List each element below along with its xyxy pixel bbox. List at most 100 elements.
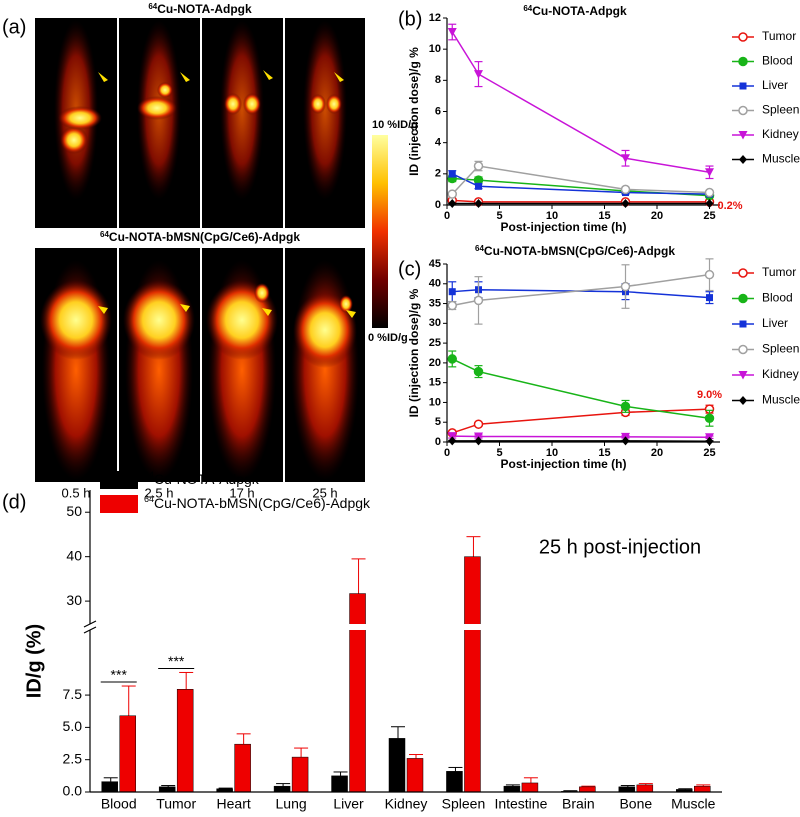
- legend-label: 64Cu-NOTA-Adpgk: [144, 470, 260, 486]
- annotation: 25 h post-injection: [539, 536, 701, 558]
- x-tick-label: 0: [444, 210, 450, 222]
- superscript: 64: [100, 230, 109, 239]
- legend-marker: [738, 268, 748, 278]
- marker: [620, 281, 631, 292]
- bar: [176, 689, 194, 793]
- marker: [448, 288, 456, 296]
- y-tick-label: 35: [429, 297, 441, 309]
- x-axis-label: Post-injection time (h): [501, 457, 627, 471]
- bar: [273, 785, 291, 793]
- y-tick-label: 0: [435, 199, 441, 211]
- bar: [234, 743, 251, 793]
- legend-marker: [739, 396, 747, 405]
- time-label: 0.5 h: [62, 485, 91, 500]
- legend-label: Liver: [762, 78, 788, 92]
- legend-marker: [739, 82, 747, 90]
- y-tick-label: 7.5: [63, 686, 83, 702]
- error-bar: [409, 754, 423, 759]
- x-tick-label: 20: [651, 210, 663, 222]
- marker: [473, 161, 484, 171]
- series-line: [451, 358, 710, 420]
- error-bar: [391, 726, 405, 739]
- x-tick-label: Kidney: [385, 796, 428, 812]
- break-mark: [83, 626, 97, 634]
- x-tick-label: 10: [546, 210, 558, 222]
- panel-label: (b): [398, 8, 422, 30]
- image-title: 64Cu-NOTA-bMSN(CpG/Ce6)-Adpgk: [100, 230, 300, 244]
- marker: [620, 184, 631, 195]
- error-bar: [448, 766, 463, 772]
- x-tick-label: Intestine: [494, 796, 547, 812]
- x-tick-label: 5: [496, 447, 502, 459]
- series-line: [452, 435, 710, 439]
- significance-label: ***: [111, 667, 128, 683]
- x-tick-label: Brain: [562, 796, 595, 812]
- y-tick-label: 2.5: [63, 750, 83, 766]
- y-tick-label: 2: [435, 168, 441, 180]
- legend-swatch: [100, 495, 138, 513]
- marker: [447, 189, 457, 199]
- time-label: 17 h: [229, 485, 254, 500]
- x-tick-label: 25: [703, 447, 715, 459]
- error-bar: [523, 777, 538, 783]
- legend-swatch: [100, 471, 138, 489]
- panel-label: (d): [2, 491, 26, 513]
- marker: [621, 154, 630, 163]
- x-tick-label: 20: [651, 447, 663, 459]
- x-tick-label: 5: [496, 210, 502, 222]
- error-bar: [236, 733, 251, 745]
- marker: [473, 295, 484, 306]
- annotation: 9.0%: [697, 389, 722, 401]
- y-axis-label: ID/g (%): [23, 624, 45, 698]
- x-axis-label: Post-injection time (h): [501, 220, 627, 234]
- image-title: 64Cu-NOTA-Adpgk: [148, 2, 252, 16]
- y-tick-label: 6: [435, 105, 441, 117]
- y-tick-label: 0: [435, 436, 441, 448]
- marker: [620, 401, 631, 412]
- bar: [406, 758, 424, 793]
- x-tick-label: Lung: [276, 796, 307, 812]
- chart-title: 64Cu-NOTA-Adpgk: [523, 4, 627, 18]
- legend-text: Cu-NOTA-bMSN(CpG/Ce6)-Adpgk: [154, 495, 371, 511]
- marker: [473, 366, 484, 377]
- x-tick-label: Spleen: [442, 796, 486, 812]
- annotation: 0.2%: [718, 200, 743, 212]
- y-tick-label: 15: [429, 377, 441, 389]
- colorbar: [372, 135, 388, 328]
- axis-break: [88, 624, 722, 630]
- y-tick-label: 45: [429, 258, 441, 270]
- marker: [621, 198, 630, 208]
- error-bar: [351, 558, 366, 594]
- legend-label: Kidney: [762, 127, 799, 141]
- y-tick-label: 8: [435, 74, 441, 86]
- x-tick-label: Blood: [101, 796, 137, 812]
- superscript: 64: [475, 244, 484, 253]
- legend-marker: [738, 131, 748, 140]
- marker: [705, 168, 714, 177]
- bar: [694, 785, 711, 793]
- x-tick-label: Heart: [217, 796, 251, 812]
- series-line: [452, 288, 710, 299]
- bar: [636, 784, 654, 793]
- bar: [331, 775, 348, 793]
- marker: [474, 436, 483, 446]
- legend-label: Spleen: [762, 103, 799, 117]
- x-tick-label: Bone: [619, 796, 652, 812]
- x-tick-label: Muscle: [671, 796, 716, 812]
- legend-label: Tumor: [762, 29, 796, 43]
- marker: [448, 170, 456, 178]
- time-label: 25 h: [312, 485, 337, 500]
- legend-marker: [739, 155, 747, 164]
- pet-images: [35, 18, 388, 482]
- series-line: [452, 408, 710, 434]
- y-tick-label: 25: [429, 337, 441, 349]
- series-line: [452, 273, 710, 307]
- superscript: 64: [144, 470, 154, 480]
- y-tick-label: 40: [429, 278, 441, 290]
- bar: [101, 781, 118, 793]
- y-tick-label: 4: [435, 137, 442, 149]
- legend-marker: [738, 293, 748, 304]
- superscript: 64: [144, 494, 154, 504]
- marker: [448, 198, 457, 208]
- legend-label: Liver: [762, 316, 788, 330]
